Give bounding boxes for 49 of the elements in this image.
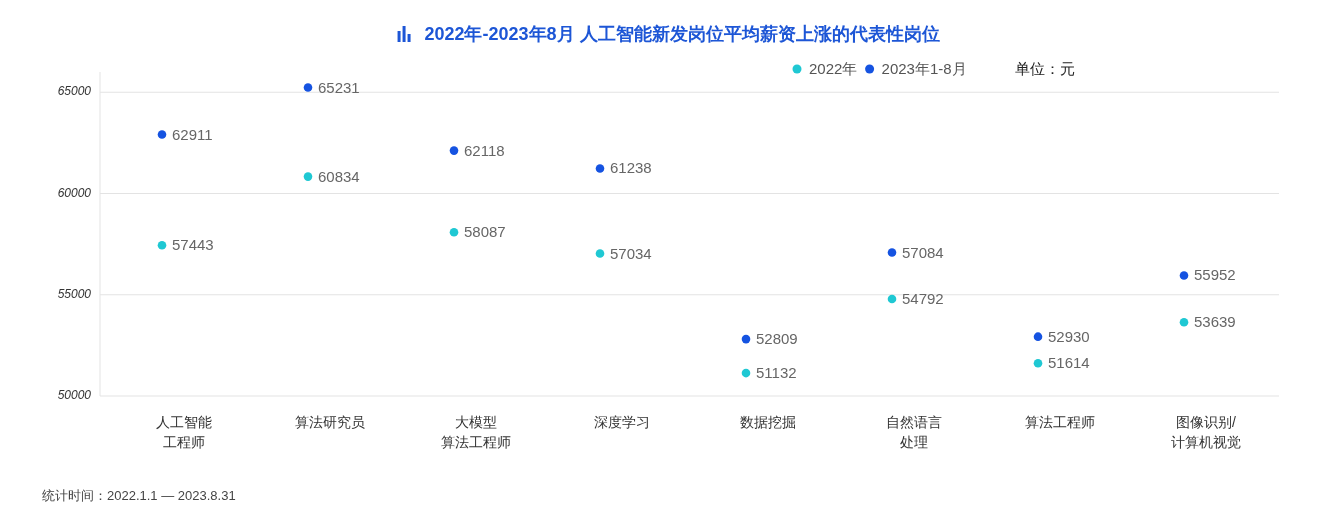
x-tick-label: 算法研究员: [295, 413, 365, 430]
data-label: 54792: [902, 289, 944, 307]
data-label: 52809: [756, 330, 798, 348]
y-tick-label: 50000: [57, 388, 92, 403]
data-label: 62911: [172, 125, 213, 143]
data-label: 65231: [318, 78, 360, 96]
point: [887, 294, 897, 304]
data-label: 57443: [172, 236, 214, 254]
legend-label: 2023年1-8月: [881, 59, 967, 77]
data-label: 53639: [1194, 313, 1236, 331]
data-label: 58087: [464, 223, 506, 241]
data-label: 60834: [318, 167, 360, 185]
point: [595, 249, 605, 258]
point: [303, 83, 313, 92]
data-label: 62118: [464, 141, 505, 159]
x-tick-label: 自然语言处理: [886, 413, 942, 450]
point: [887, 248, 897, 257]
data-label: 52930: [1048, 327, 1090, 345]
y-tick-label: 60000: [57, 185, 92, 200]
point: [157, 130, 167, 139]
data-label: 51614: [1048, 354, 1090, 372]
x-tick-label: 深度学习: [594, 413, 650, 430]
data-label: 61238: [610, 159, 652, 177]
point: [449, 227, 459, 237]
point: [1033, 332, 1043, 341]
point: [303, 172, 313, 181]
point: [741, 334, 751, 344]
y-tick-label: 65000: [57, 84, 92, 99]
data-label: 55952: [1194, 266, 1236, 284]
data-label: 51132: [756, 364, 797, 382]
point: [741, 368, 751, 378]
x-tick-label: 图像识别/计算机视觉: [1171, 413, 1241, 450]
chart-title: 2022年-2023年8月 人工智能新发岗位平均薪资上涨的代表性岗位: [424, 23, 940, 44]
x-tick-label: 大模型算法工程师: [441, 413, 511, 450]
point: [1179, 318, 1189, 327]
x-tick-label: 算法工程师: [1025, 413, 1095, 430]
legend-label: 2022年: [809, 59, 858, 77]
point: [157, 240, 167, 250]
x-tick-label: 数据挖掘: [740, 413, 796, 430]
point: [1179, 271, 1189, 280]
data-label: 57084: [902, 243, 944, 261]
annotation: 单位：元: [1015, 59, 1076, 77]
point: [595, 164, 605, 173]
point: [1033, 359, 1043, 368]
data-label: 57034: [610, 244, 652, 262]
x-tick-label: 人工智能工程师: [156, 413, 212, 450]
y-tick-label: 55000: [57, 286, 92, 301]
point: [449, 146, 459, 155]
text: 统计时间：2022.1.1 — 2023.8.31: [42, 488, 236, 504]
